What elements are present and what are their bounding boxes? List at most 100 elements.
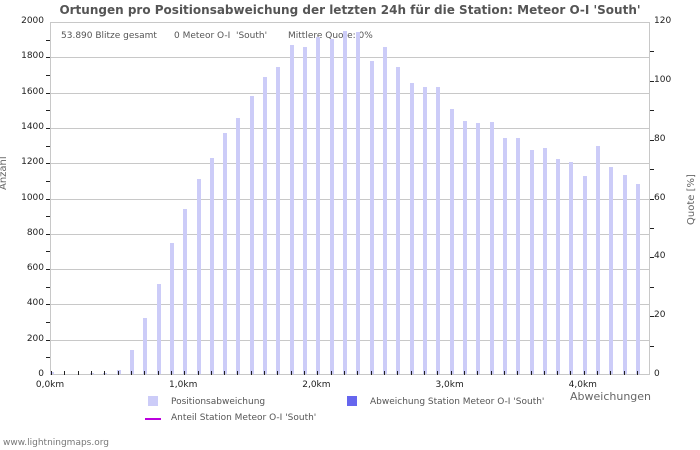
x-tick-mark — [530, 371, 532, 375]
legend-label-station-dev: Abweichung Station Meteor O-I 'South' — [370, 397, 545, 407]
x-tick-mark — [277, 371, 279, 375]
bar — [169, 243, 174, 374]
bar — [436, 86, 441, 374]
bar — [489, 121, 494, 374]
x-tick-mark — [330, 371, 332, 375]
bar — [569, 162, 574, 374]
bar — [196, 178, 201, 374]
gridline — [51, 92, 649, 94]
y-tick-label-left: 800 — [26, 227, 44, 238]
x-tick-mark — [450, 371, 452, 375]
gridline — [51, 127, 649, 129]
x-tick-mark — [357, 371, 359, 375]
y-tick-mark-right — [650, 316, 654, 318]
y-minor-tick — [46, 322, 50, 324]
y-tick-label-left: 200 — [26, 333, 44, 344]
x-tick-label: 3,0km — [435, 380, 464, 390]
y-tick-label-left: 400 — [26, 298, 44, 309]
x-tick-mark — [144, 371, 146, 375]
y-minor-tick — [46, 180, 50, 182]
x-tick-mark — [64, 371, 66, 375]
y-axis-label-right: Quote [%] — [686, 174, 697, 225]
bar — [462, 120, 467, 374]
y-tick-label-left: 1400 — [21, 121, 44, 132]
x-tick-label: 0,0km — [35, 380, 65, 390]
y-tick-mark-right — [650, 80, 654, 82]
y-tick-label-left: 1200 — [21, 157, 44, 168]
x-tick-mark — [264, 371, 266, 375]
y-tick-mark — [46, 339, 50, 341]
bar — [103, 373, 108, 374]
x-tick-mark — [384, 371, 385, 375]
y-tick-mark — [46, 233, 50, 235]
y-tick-label-right: 40 — [654, 251, 666, 262]
y-tick-mark — [46, 57, 50, 59]
bar — [542, 148, 547, 374]
x-tick-mark — [237, 371, 239, 375]
bar — [236, 118, 241, 374]
bar — [636, 184, 641, 374]
bar — [263, 76, 268, 374]
y-tick-label-left: 2000 — [21, 16, 44, 26]
legend-label-station-share: Anteil Station Meteor O-I 'South' — [171, 413, 317, 423]
y-minor-tick — [46, 357, 50, 359]
x-tick-mark — [570, 371, 572, 375]
x-tick-mark — [77, 371, 79, 375]
x-tick-mark — [463, 371, 465, 375]
x-tick-mark — [517, 371, 519, 375]
bar — [143, 318, 148, 374]
legend-label-positions: Positionsabweichung — [171, 397, 266, 407]
x-tick-mark — [543, 371, 545, 375]
bar — [383, 47, 387, 374]
y-minor-tick — [46, 286, 50, 288]
x-tick-mark — [370, 371, 372, 375]
bar — [516, 137, 521, 374]
y-tick-mark — [46, 127, 50, 129]
x-tick-mark — [623, 371, 625, 375]
bar — [343, 30, 348, 374]
y-minor-tick — [46, 251, 50, 253]
bar — [396, 66, 401, 374]
y-tick-label-right: 120 — [654, 16, 672, 26]
bar — [476, 123, 481, 374]
x-tick-mark — [597, 371, 599, 375]
plot-area: 53.890 Blitze gesamt 0 Meteor O-I 'South… — [50, 22, 650, 375]
y-minor-tick-right — [650, 169, 654, 171]
x-tick-label: 1,0km — [169, 380, 198, 390]
total-strikes-info: 53.890 Blitze gesamt — [61, 31, 157, 41]
x-tick-mark — [170, 371, 172, 375]
y-tick-label-right: 100 — [654, 74, 672, 85]
bar — [609, 167, 614, 374]
legend-line-station-share — [145, 418, 161, 420]
chart-title: Ortungen pro Positionsabweichung der let… — [59, 3, 641, 17]
bar — [249, 96, 254, 374]
x-tick-mark — [557, 371, 559, 375]
y-tick-mark — [46, 198, 50, 200]
y-tick-mark — [46, 269, 50, 271]
x-tick-mark — [344, 371, 346, 375]
x-tick-mark — [250, 371, 252, 375]
x-tick-label: 4,0km — [568, 380, 597, 390]
y-tick-mark — [46, 163, 50, 165]
bar — [116, 369, 121, 374]
y-tick-label-right: 0 — [654, 369, 660, 379]
x-tick-mark — [104, 371, 106, 375]
x-tick-mark — [610, 371, 612, 375]
x-tick-mark — [197, 371, 199, 375]
y-tick-label-right: 80 — [654, 133, 666, 144]
x-tick-mark — [490, 371, 492, 375]
gridline — [51, 304, 649, 306]
y-tick-label-left: 600 — [26, 263, 44, 274]
y-minor-tick-right — [650, 227, 654, 229]
footer-source: www.lightningmaps.org — [3, 438, 109, 448]
x-tick-mark — [410, 371, 412, 375]
x-tick-label: 2,0km — [302, 380, 331, 390]
y-minor-tick-right — [650, 286, 654, 288]
x-tick-mark — [90, 371, 92, 375]
x-tick-mark — [423, 371, 425, 375]
x-tick-mark — [130, 371, 132, 375]
x-tick-mark — [477, 371, 479, 375]
legend-swatch-positions — [148, 396, 158, 406]
y-tick-label-right: 20 — [654, 310, 666, 321]
bar — [449, 108, 454, 374]
